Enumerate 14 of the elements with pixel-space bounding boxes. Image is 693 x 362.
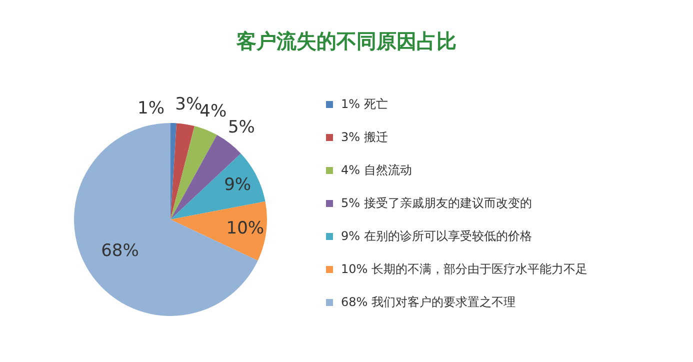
legend-label: 5% 接受了亲戚朋友的建议而改变的: [341, 195, 532, 212]
chart-title: 客户流失的不同原因占比: [236, 28, 458, 55]
legend-label: 3% 搬迁: [341, 129, 388, 146]
data-label: 68%: [101, 240, 139, 261]
legend-label: 4% 自然流动: [341, 162, 412, 179]
data-label: 9%: [224, 174, 252, 195]
data-label: 4%: [200, 101, 227, 122]
data-label: 5%: [228, 117, 255, 138]
data-label: 1%: [138, 98, 164, 118]
data-label: 10%: [226, 218, 264, 238]
legend-label: 1% 死亡: [341, 96, 388, 113]
legend-label: 68% 我们对客户的要求置之不理: [341, 294, 516, 311]
legend-label: 9% 在别的诊所可以享受较低的价格: [341, 228, 532, 245]
legend-label: 10% 长期的不满，部分由于医疗水平能力不足: [341, 261, 588, 278]
